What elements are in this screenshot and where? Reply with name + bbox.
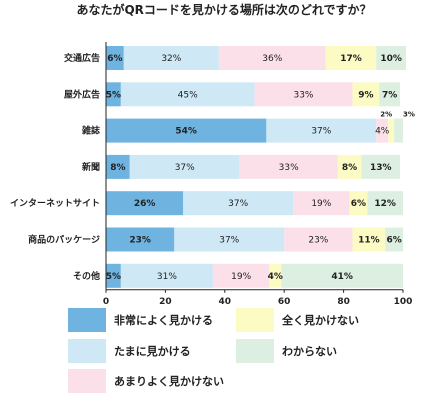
data-label: 5%: [106, 272, 121, 282]
data-label: 37%: [219, 236, 239, 246]
data-label: 23%: [129, 236, 151, 246]
bar-segment: [106, 263, 121, 288]
bar-segment: [337, 154, 362, 179]
data-label: 6%: [107, 54, 122, 64]
bar-segment: [385, 227, 403, 252]
data-label: 41%: [331, 272, 353, 282]
data-label: 6%: [386, 236, 401, 246]
data-label: 8%: [110, 163, 125, 173]
data-label: 9%: [358, 90, 373, 100]
bar-segment: [352, 82, 380, 107]
bar-segment: [106, 191, 184, 216]
data-label: 3%: [403, 111, 415, 119]
data-label: 8%: [342, 163, 357, 173]
bar-segment: [284, 227, 353, 252]
x-tick-label: 100: [394, 297, 413, 307]
bar-segment: [218, 46, 326, 70]
category-label: 新聞: [82, 161, 100, 173]
category-label: 雑誌: [81, 125, 100, 137]
chart-title: あなたがQRコードを見かける場所は次のどれですか？: [76, 2, 371, 17]
bar-segment: [266, 118, 377, 143]
data-label: 17%: [340, 54, 362, 64]
data-label: 31%: [157, 272, 177, 282]
x-tick-label: 0: [103, 297, 109, 307]
data-label: 45%: [178, 90, 198, 100]
category-label: インターネットサイト: [10, 197, 100, 209]
x-axis: 0 20 40 60 80 100: [103, 42, 413, 307]
bar-segment: [254, 82, 353, 107]
category-label: 交通広告: [64, 52, 100, 64]
bar-segment: [394, 118, 403, 143]
data-label: 19%: [311, 199, 331, 209]
data-label: 54%: [175, 127, 197, 137]
data-label: 19%: [231, 272, 251, 282]
data-label: 6%: [351, 199, 366, 209]
bar-segment: [174, 227, 285, 252]
bar-segment: [129, 154, 240, 179]
bar-segment: [367, 191, 403, 216]
bar-segment: [239, 154, 338, 179]
data-label: 26%: [134, 199, 156, 209]
category-label: 商品のパッケージ: [28, 234, 100, 246]
bar-segment: [361, 154, 401, 179]
bar-segment: [106, 154, 130, 179]
value-labels: 6% 32% 36% 17% 10% 5% 45% 33% 9% 7% 54% 37% 4% 2% 3% 8%…: [106, 54, 415, 282]
bar-segment: [379, 82, 401, 107]
data-label: 37%: [228, 199, 248, 209]
bars-group: [106, 46, 406, 288]
data-label: 5%: [106, 90, 121, 100]
data-label: 13%: [370, 163, 392, 173]
bar-segment: [293, 191, 350, 216]
bar-segment: [281, 263, 403, 288]
data-label: 37%: [311, 127, 331, 137]
x-tick-label: 40: [219, 297, 232, 307]
bar-segment: [269, 263, 282, 288]
data-label: 7%: [382, 90, 397, 100]
bar-segment: [106, 118, 267, 143]
bar-segment: [212, 263, 270, 288]
bar-segment: [120, 82, 255, 107]
data-label: 36%: [262, 54, 282, 64]
bar-segment: [388, 118, 395, 143]
data-label: 33%: [279, 163, 299, 173]
data-label: 2%: [380, 111, 392, 119]
data-label: 33%: [293, 90, 313, 100]
bar-segment: [120, 263, 213, 288]
data-label: 10%: [380, 54, 402, 64]
bar-segment: [123, 46, 219, 70]
bar-segment: [106, 82, 121, 107]
bar-segment: [349, 191, 368, 216]
bar-segment: [376, 46, 406, 70]
data-label: 4%: [268, 272, 283, 282]
x-tick-label: 60: [278, 297, 291, 307]
bar-segment: [106, 46, 124, 70]
data-label: 32%: [161, 54, 181, 64]
data-label: 23%: [308, 236, 328, 246]
data-label: 4%: [375, 127, 390, 137]
category-label: 屋外広告: [64, 88, 100, 100]
bar-segment: [325, 46, 377, 70]
data-label: 37%: [175, 163, 195, 173]
x-tick-label: 20: [159, 297, 172, 307]
bar-segment: [352, 227, 386, 252]
category-label: その他: [73, 270, 100, 282]
bar-segment: [183, 191, 294, 216]
data-label: 11%: [358, 236, 380, 246]
bar-segment: [376, 118, 389, 143]
x-tick-label: 80: [337, 297, 350, 307]
bar-segment: [106, 227, 175, 252]
data-label: 12%: [374, 199, 396, 209]
